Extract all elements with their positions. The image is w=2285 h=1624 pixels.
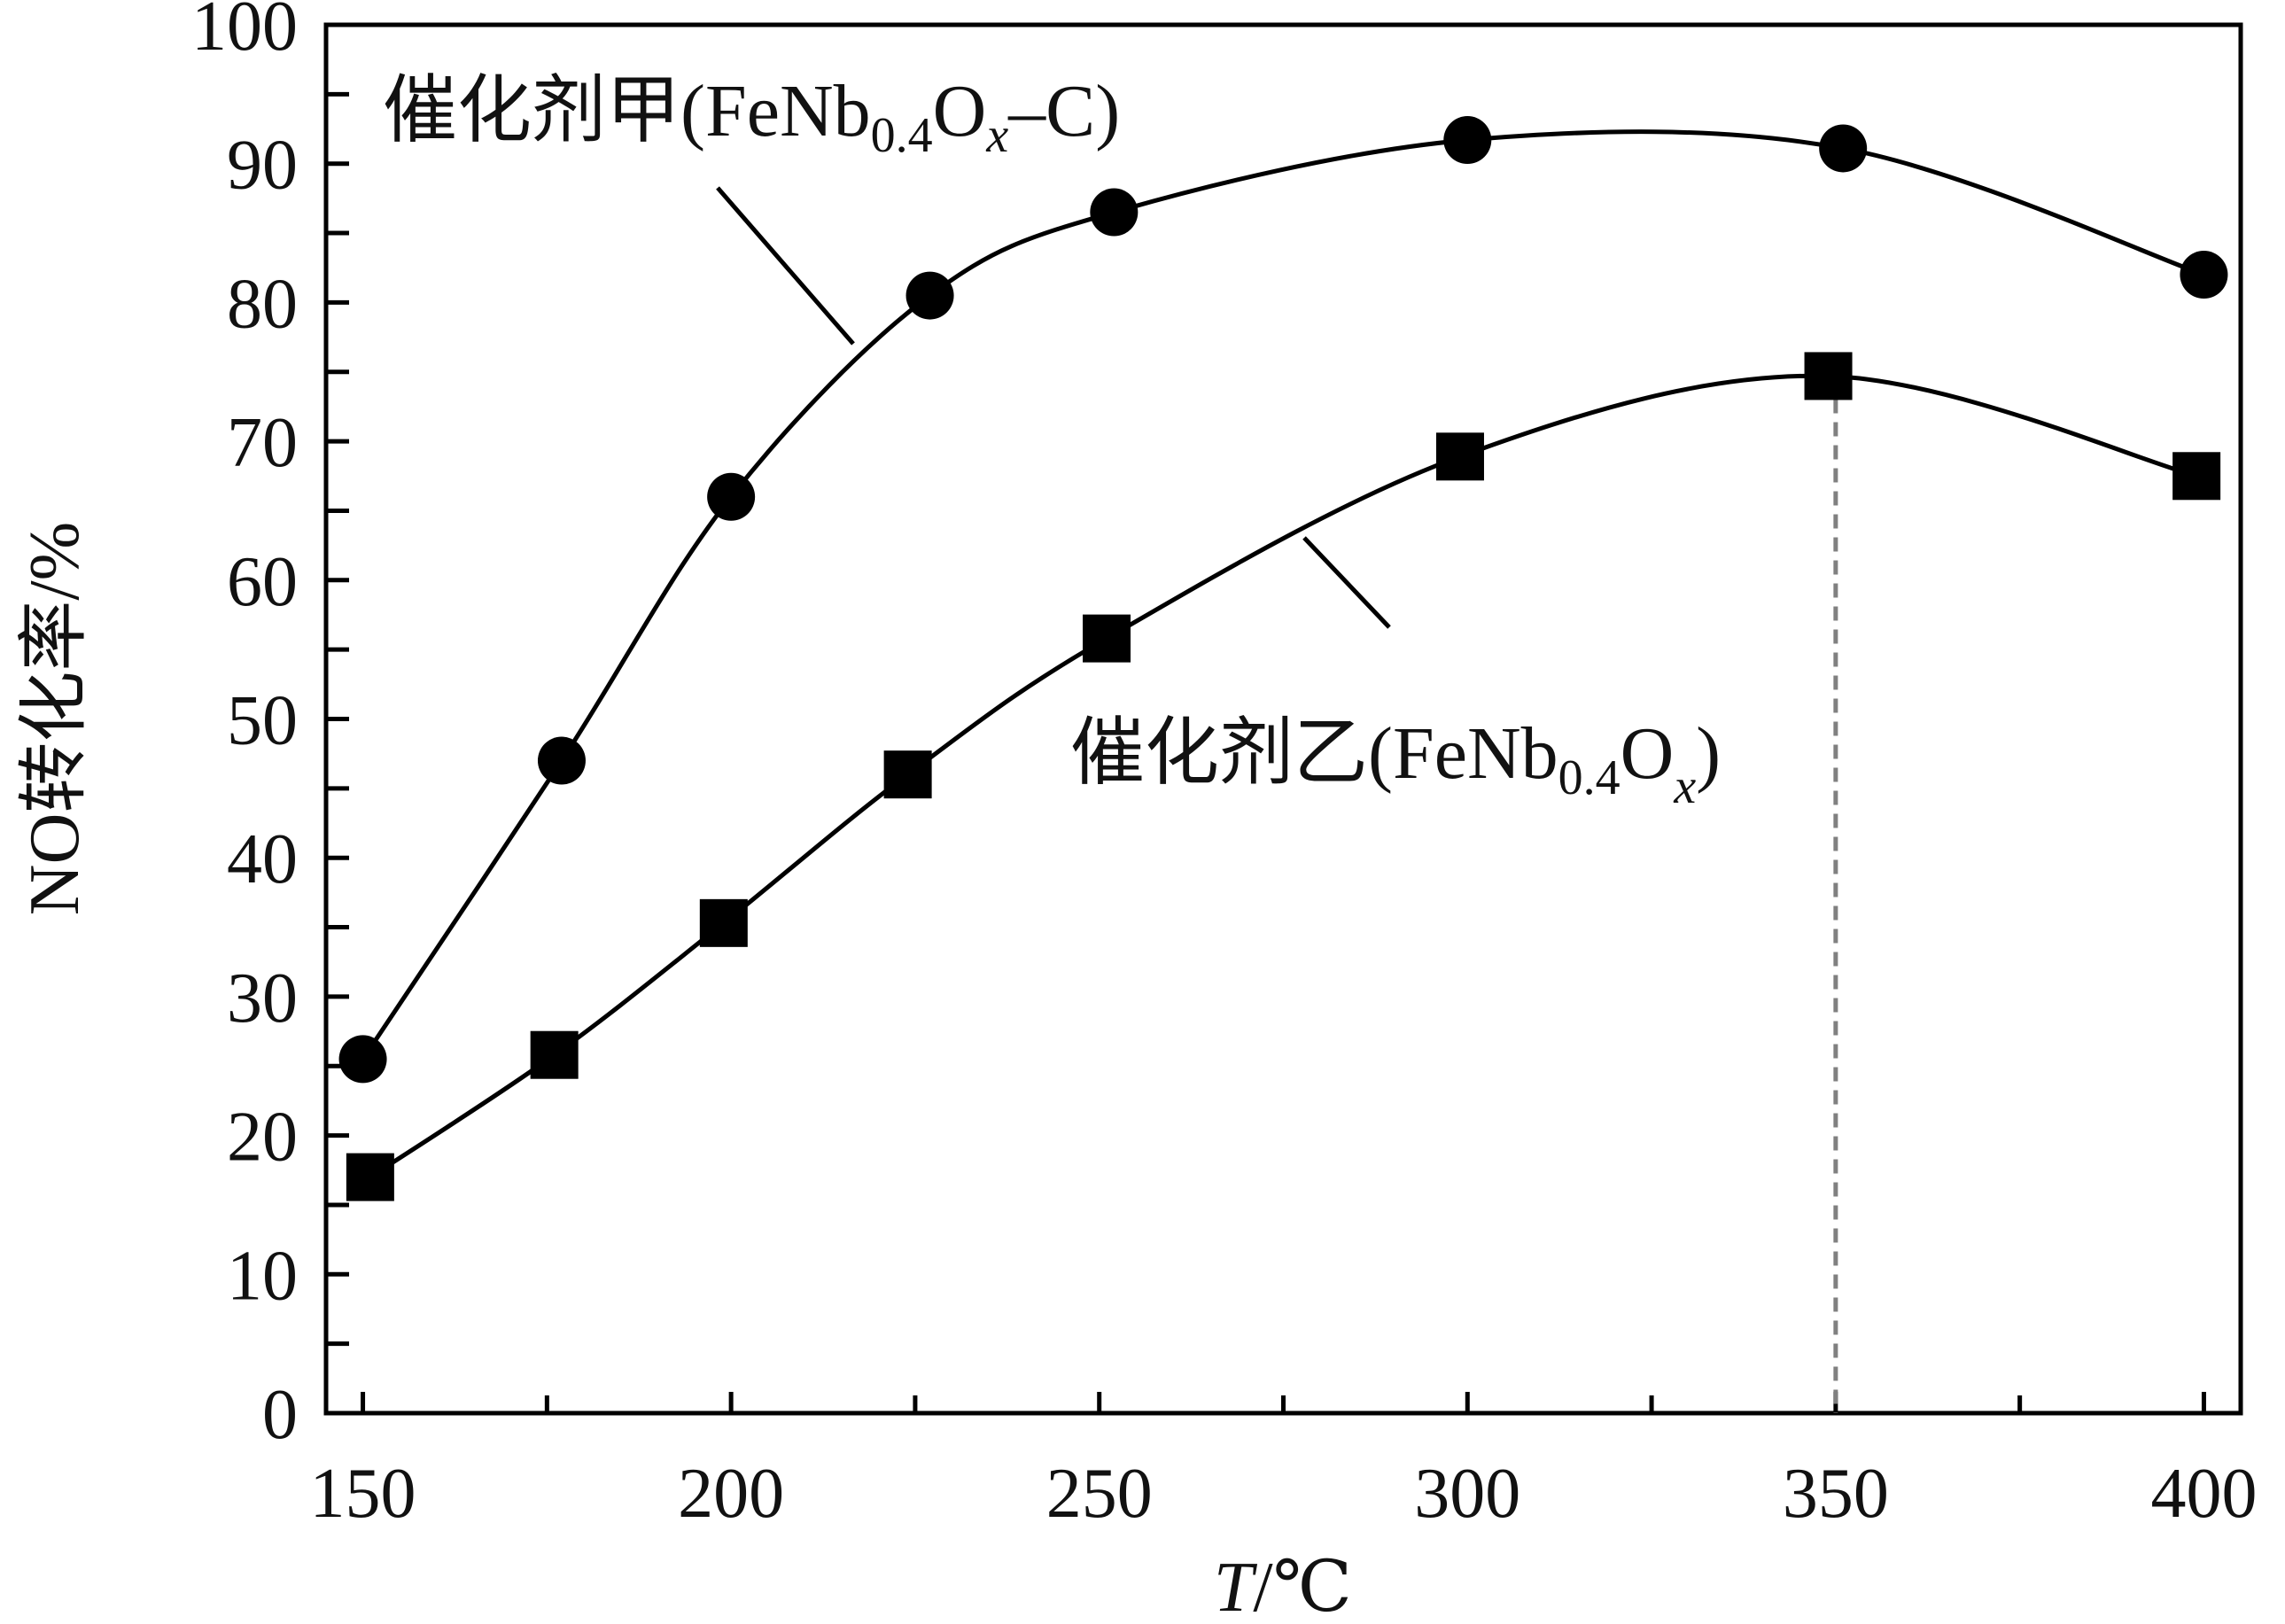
axis-ticks: [326, 22, 2206, 1416]
y-tick-label: 30: [227, 960, 298, 1037]
data-point-circle: [338, 1035, 387, 1084]
y-tick-label: 50: [227, 682, 298, 760]
y-tick-label: 80: [227, 265, 298, 343]
x-axis-unit: /℃: [1253, 1549, 1352, 1624]
x-tick-label: 350: [1783, 1455, 1889, 1533]
x-tick-label: 250: [1046, 1455, 1153, 1533]
data-point-square: [1804, 352, 1853, 400]
x-tick-label: 200: [678, 1455, 784, 1533]
data-point-circle: [1090, 188, 1139, 237]
leader-line-yi: [1302, 536, 1391, 629]
data-point-circle: [1443, 116, 1492, 165]
series-label-yi: 催化剂乙(FeNb0.4Ox): [1070, 712, 1721, 814]
data-point-circle: [905, 271, 954, 320]
leader-line-jia: [716, 186, 855, 346]
x-tick-label: 300: [1414, 1455, 1520, 1533]
y-tick-label: 0: [262, 1376, 298, 1454]
data-point-square: [699, 898, 748, 947]
y-tick-label: 10: [227, 1237, 298, 1315]
data-point-square: [346, 1153, 394, 1201]
x-axis-variable: T: [1214, 1549, 1258, 1624]
series-label-jia: 催化剂甲(FeNb0.4Ox–C): [383, 70, 1120, 163]
y-axis-title: NO转化率/%: [16, 522, 94, 915]
data-point-square: [1435, 432, 1484, 481]
data-point-circle: [537, 736, 586, 785]
x-axis-title: T/℃: [1214, 1549, 1352, 1624]
y-tick-label: 100: [191, 0, 298, 66]
data-point-circle: [1819, 124, 1868, 173]
y-tick-label: 60: [227, 543, 298, 621]
y-tick-label: 20: [227, 1099, 298, 1177]
x-tick-label: 150: [310, 1455, 416, 1533]
data-point-square: [1083, 614, 1131, 663]
series-line-0: [361, 129, 2205, 1061]
y-tick-label: 90: [227, 127, 298, 205]
data-point-square: [883, 750, 932, 799]
x-tick-label: 400: [2150, 1455, 2257, 1533]
y-tick-label: 40: [227, 820, 298, 898]
series-group: [338, 116, 2228, 1201]
leader-lines: [716, 186, 1391, 629]
axis-tick-labels: 150 200 250 300 350 400 0 10 20 30 40 50 60 70 80 90 100: [191, 0, 2257, 1533]
data-point-circle: [707, 472, 756, 521]
y-tick-label: 70: [227, 404, 298, 482]
data-point-circle: [2180, 251, 2228, 299]
data-point-square: [2172, 452, 2221, 501]
data-point-square: [530, 1030, 579, 1079]
